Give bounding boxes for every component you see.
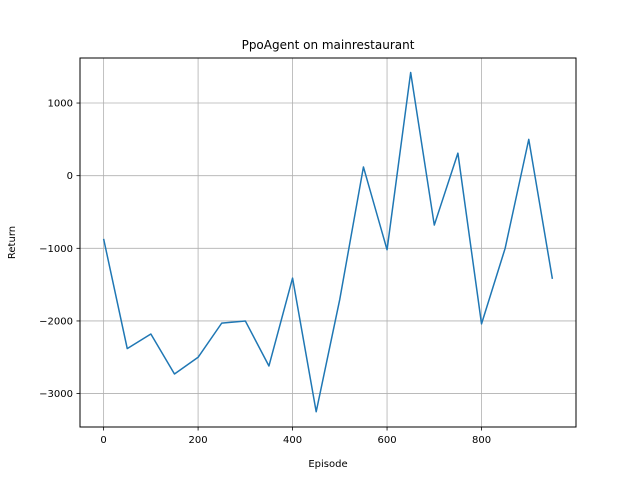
- plot-frame: [79, 57, 577, 428]
- y-tick-label: −2000: [39, 316, 73, 327]
- x-tick-label: 0: [100, 435, 106, 446]
- series-group: [102, 71, 554, 413]
- x-tick-label: 200: [189, 435, 208, 446]
- y-axis-ticks: 1000 0 −1000 −2000 −3000: [39, 99, 80, 400]
- x-tick-label: 600: [378, 435, 397, 446]
- y-tick-label: −3000: [39, 389, 73, 400]
- x-tick-label: 400: [283, 435, 302, 446]
- x-tick-label: 800: [472, 435, 491, 446]
- y-tick-label: −1000: [39, 244, 73, 255]
- y-axis-label: Return: [7, 226, 18, 259]
- x-axis-label: Episode: [308, 459, 347, 470]
- grid-lines: [80, 58, 576, 427]
- y-tick-label: 0: [67, 171, 73, 182]
- x-axis-ticks: 0 200 400 600 800: [100, 427, 491, 446]
- chart-title: PpoAgent on mainrestaurant: [242, 38, 415, 52]
- series-line-0: [102, 71, 554, 413]
- y-tick-label: 1000: [48, 99, 73, 110]
